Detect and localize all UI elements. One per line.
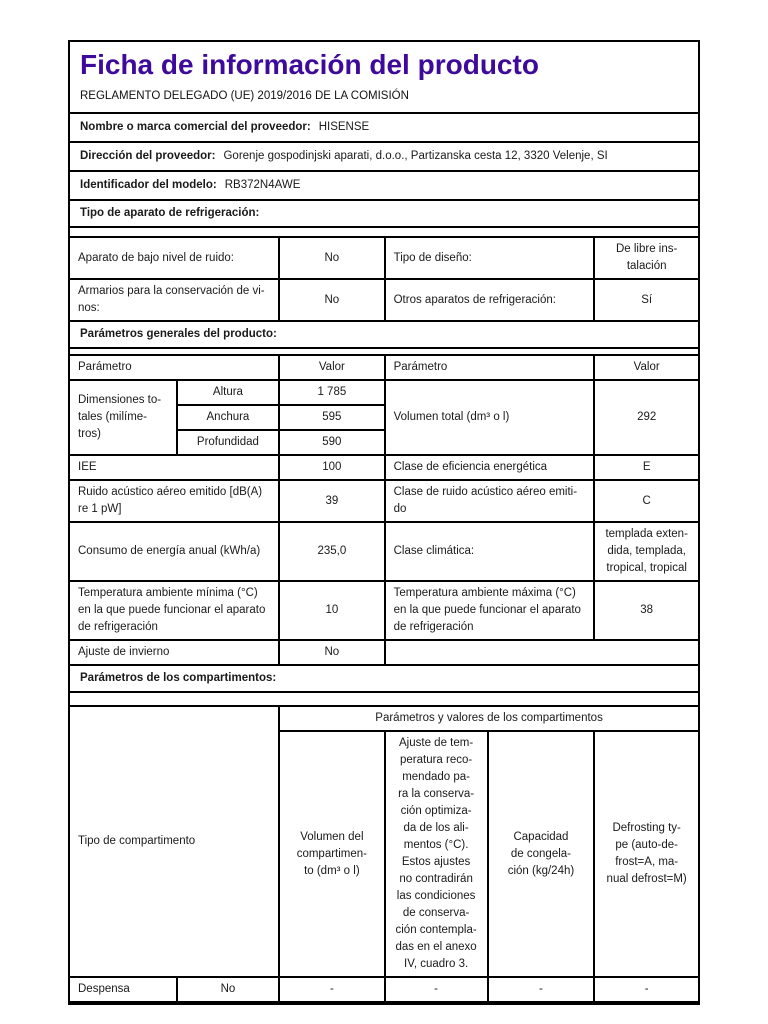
table-row: Ruido acústico aéreo emitido [dB(A) re 1…	[70, 479, 698, 523]
param-value-cell: 100	[278, 454, 386, 481]
param-value-cell: No	[278, 639, 386, 666]
dimension-value-cell: 1 785	[278, 379, 386, 406]
model-identifier-value: RB372N4AWE	[224, 179, 301, 191]
product-fiche: Ficha de información del producto REGLAM…	[68, 40, 700, 1005]
compartment-value-cell: -	[383, 976, 489, 1003]
supplier-name-row: Nombre o marca comercial del proveedor: H…	[70, 114, 698, 143]
section-header-compartments: Parámetros de los compartimentos:	[70, 666, 698, 693]
param-label-cell: Aparato de bajo nivel de ruido:	[70, 236, 281, 280]
general-parameters-table: Parámetro Valor Parámetro Valor Dimensio…	[70, 354, 698, 666]
dimension-name-cell: Altura	[175, 379, 281, 406]
param-value-cell: 235,0	[278, 521, 386, 582]
compartment-type-header-cell: Tipo de compartimento	[70, 705, 281, 978]
compartment-value-cell: -	[278, 976, 386, 1003]
supplier-address-value: Gorenje gospodinjski aparati, d.o.o., Pa…	[223, 150, 608, 162]
table-row: Despensa No - - - -	[70, 976, 698, 1003]
supplier-address-label: Dirección del proveedor:	[80, 150, 216, 162]
table-row: IEE 100 Clase de eficiencia energética E	[70, 454, 698, 481]
page-subtitle: REGLAMENTO DELEGADO (UE) 2019/2016 DE LA…	[80, 90, 409, 102]
compartments-table: Tipo de compartimento Parámetros y valor…	[70, 705, 698, 1003]
param-label-cell: IEE	[70, 454, 281, 481]
section-header-general: Parámetros generales del producto:	[70, 322, 698, 349]
param-value-cell: 38	[593, 580, 698, 641]
param-label-cell: Temperatura ambiente máxima (°C) en la q…	[383, 580, 596, 641]
spacer	[70, 228, 698, 236]
param-value-cell: No	[278, 236, 386, 280]
dimension-name-cell: Anchura	[175, 404, 281, 431]
spacer	[70, 693, 698, 705]
column-header: Parámetro	[70, 354, 281, 381]
supplier-address-row: Dirección del proveedor: Gorenje gospodin…	[70, 143, 698, 172]
table-row: Dimensiones to- tales (milíme- tros) Alt…	[70, 379, 698, 456]
table-row: Profundidad 590	[70, 429, 698, 456]
dimension-value-cell: 595	[278, 404, 386, 431]
dimension-value-cell: 590	[278, 429, 386, 456]
column-header: Parámetro	[383, 354, 596, 381]
title-block: Ficha de información del producto REGLAM…	[70, 42, 698, 114]
param-value-cell: Sí	[593, 278, 698, 322]
table-row: Ajuste de invierno No	[70, 639, 698, 666]
volume-label-cell: Volumen total (dm³ o l)	[383, 379, 596, 456]
param-label-cell: Temperatura ambiente mínima (°C) en la q…	[70, 580, 281, 641]
group-header-row: Tipo de compartimento Parámetros y valor…	[70, 705, 698, 978]
param-label-cell: Clase de eficiencia energética	[383, 454, 596, 481]
volume-value-cell: 292	[593, 379, 698, 456]
param-label-cell: Clase climática:	[383, 521, 596, 582]
table-row: Consumo de energía anual (kWh/a) 235,0 C…	[70, 521, 698, 582]
page-title: Ficha de información del producto	[80, 49, 539, 80]
compartment-value-cell: -	[593, 976, 698, 1003]
param-label-cell: Otros aparatos de refrigeración:	[383, 278, 596, 322]
param-value-cell: No	[278, 278, 386, 322]
column-header-row: Volumen del compartimen- to (dm³ o l) Aj…	[70, 730, 698, 978]
param-value-cell: templada exten- dida, templada, tropical…	[593, 521, 698, 582]
param-value-cell: 39	[278, 479, 386, 523]
table-row: Armarios para la conservación de vi- nos…	[70, 278, 698, 322]
table-row: Temperatura ambiente mínima (°C) en la q…	[70, 580, 698, 641]
column-header: Valor	[593, 354, 698, 381]
param-value-cell: C	[593, 479, 698, 523]
dimensions-label-cell: Dimensiones to- tales (milíme- tros)	[70, 379, 178, 456]
param-label-cell: Clase de ruido acústico aéreo emiti- do	[383, 479, 596, 523]
column-header: Valor	[278, 354, 386, 381]
model-identifier-label: Identificador del modelo:	[80, 179, 217, 191]
param-value-cell: 10	[278, 580, 386, 641]
compartment-present-cell: No	[175, 976, 281, 1003]
dimension-name-cell: Profundidad	[175, 429, 281, 456]
column-header: Ajuste de tem- peratura reco- mendado pa…	[383, 730, 489, 978]
param-label-cell: Tipo de diseño:	[383, 236, 596, 280]
table-row: Aparato de bajo nivel de ruido: No Tipo …	[70, 236, 698, 280]
column-header-row: Parámetro Valor Parámetro Valor	[70, 354, 698, 381]
supplier-name-value: HISENSE	[318, 121, 370, 133]
type-table: Aparato de bajo nivel de ruido: No Tipo …	[70, 236, 698, 322]
column-header: Volumen del compartimen- to (dm³ o l)	[278, 730, 386, 978]
param-value-cell: E	[593, 454, 698, 481]
table-row: Anchura 595	[70, 404, 698, 431]
param-value-cell: De libre ins- talación	[593, 236, 698, 280]
column-header: Capacidad de congela- ción (kg/24h)	[486, 730, 596, 978]
param-label-cell: Armarios para la conservación de vi- nos…	[70, 278, 281, 322]
empty-cell	[383, 639, 698, 666]
param-label-cell: Ruido acústico aéreo emitido [dB(A) re 1…	[70, 479, 281, 523]
group-header-cell: Parámetros y valores de los compartiment…	[278, 705, 698, 732]
param-label-cell: Ajuste de invierno	[70, 639, 281, 666]
section-header-type: Tipo de aparato de refrigeración:	[70, 201, 698, 228]
column-header: Defrosting ty- pe (auto-de- frost=A, ma-…	[593, 730, 698, 978]
compartment-name-cell: Despensa	[70, 976, 178, 1003]
model-identifier-row: Identificador del modelo: RB372N4AWE	[70, 172, 698, 201]
param-label-cell: Consumo de energía anual (kWh/a)	[70, 521, 281, 582]
compartment-value-cell: -	[486, 976, 596, 1003]
supplier-name-label: Nombre o marca comercial del proveedor:	[80, 121, 311, 133]
